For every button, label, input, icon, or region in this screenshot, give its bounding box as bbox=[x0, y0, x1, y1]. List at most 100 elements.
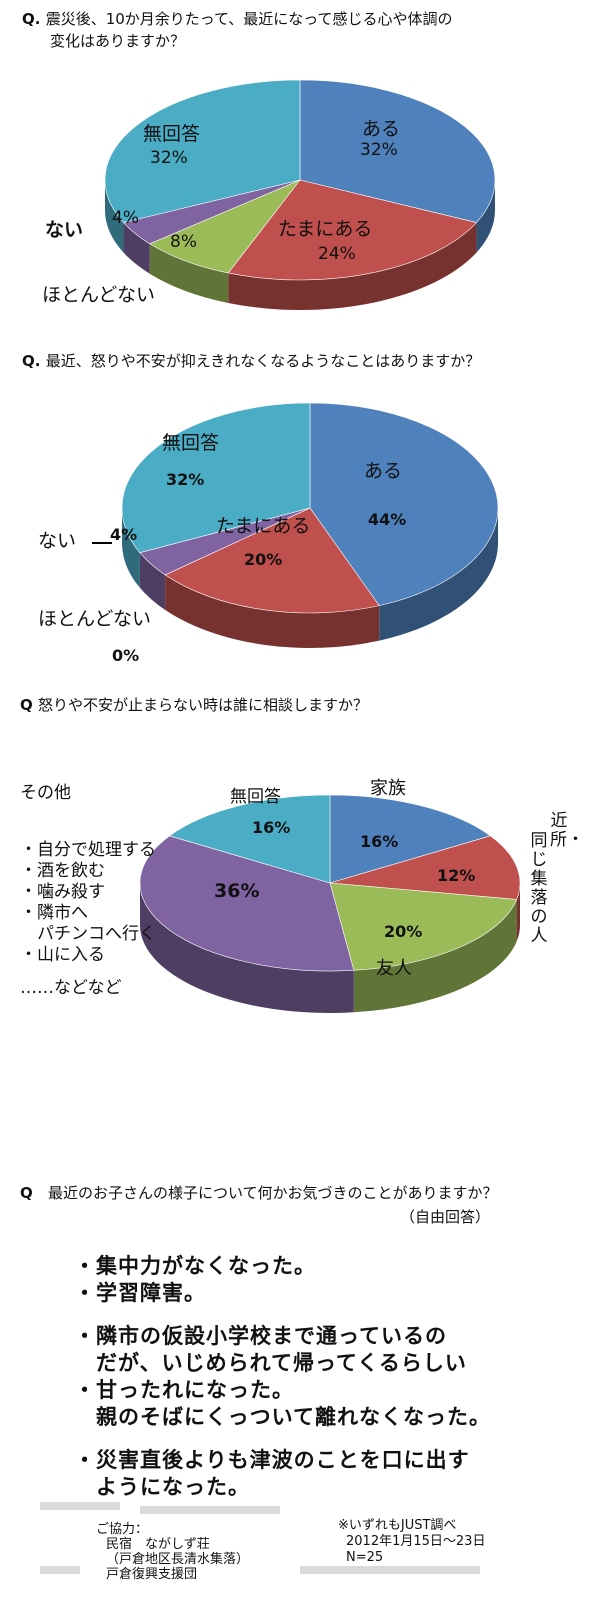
pie2-label-nai: ない bbox=[38, 530, 77, 552]
pie-side-2 bbox=[149, 243, 229, 303]
pie-side-3 bbox=[140, 883, 354, 1013]
survey-source: ※いずれもJUST調べ bbox=[338, 1518, 457, 1533]
q4-note: （自由回答） bbox=[400, 1208, 491, 1226]
pie3-pct-sonota: 36% bbox=[214, 880, 260, 902]
pie1-label-tamaniaru: たまにある bbox=[278, 218, 373, 240]
survey-date: 2012年1月15日～23日 bbox=[346, 1534, 486, 1549]
answer-line: ・災害直後よりも津波のことを口に出す bbox=[74, 1448, 470, 1472]
pie2-pct-hotondonai: 0% bbox=[112, 646, 140, 665]
pie3-pct-mukaito: 16% bbox=[252, 818, 291, 837]
other-item: ……などなど bbox=[20, 978, 122, 998]
pie-chart-3 bbox=[139, 794, 521, 1013]
coop-line: 民宿 ながしず荘 bbox=[106, 1537, 210, 1552]
q4-prefix: Q bbox=[20, 1184, 33, 1202]
survey-n: N=25 bbox=[346, 1550, 384, 1565]
answer-line: だが、いじめられて帰ってくるらしい bbox=[74, 1351, 467, 1375]
q3-prefix: Q bbox=[20, 696, 33, 714]
pie1-label-mukaito: 無回答 bbox=[143, 123, 201, 145]
coop-label: ご協力： bbox=[96, 1522, 149, 1537]
pie-slice-1 bbox=[329, 835, 521, 900]
pie3-pct-kazoku: 16% bbox=[360, 832, 399, 851]
q4-title-text: 最近のお子さんの様子について何かお気づきのことがありますか？ bbox=[48, 1184, 498, 1202]
pie-side-0 bbox=[476, 180, 495, 253]
pie1-label-aru: ある bbox=[362, 118, 401, 140]
survey-info: ※いずれもJUST調べ 2012年1月15日～23日 N=25 bbox=[338, 1518, 485, 1566]
pie3-label-mukaito: 無回答 bbox=[230, 787, 281, 807]
q4-title: Q 最近のお子さんの様子について何かお気づきのことがありますか？ bbox=[20, 1182, 498, 1204]
pie-slice-1 bbox=[164, 507, 380, 614]
pie-slice-4 bbox=[121, 402, 311, 554]
other-item: ・噛み殺す bbox=[20, 882, 105, 902]
pie1-pct-aru: 32% bbox=[360, 140, 398, 160]
q2-prefix: Q. bbox=[22, 352, 41, 370]
pie-slice-0 bbox=[299, 79, 496, 223]
pie-slice-0 bbox=[309, 402, 499, 606]
pie1-pct-nai: 4% bbox=[112, 208, 139, 228]
pie-side-3 bbox=[123, 222, 150, 274]
pie3-label-kinjo-col1: 近所・ bbox=[550, 811, 584, 850]
q1-title-line2: 変化はありますか？ bbox=[50, 32, 186, 50]
pie-chart-2 bbox=[92, 402, 499, 648]
other-answers-list: ・自分で処理する ・酒を飲む ・噛み殺す ・隣市へ パチンコへ行く ・山に入る … bbox=[20, 840, 156, 999]
answer-line bbox=[74, 1307, 491, 1323]
answer-line bbox=[74, 1431, 491, 1447]
answer-line: ・集中力がなくなった。 bbox=[74, 1254, 316, 1278]
other-item: ・隣市へ bbox=[20, 903, 88, 923]
answer-line: ・甘ったれになった。 bbox=[74, 1378, 294, 1402]
pie-slice-1 bbox=[227, 179, 478, 281]
faint-text-artifact bbox=[140, 1506, 280, 1514]
pie3-label-kazoku: 家族 bbox=[370, 778, 406, 799]
pie-slice-4 bbox=[104, 79, 301, 223]
other-item: ・酒を飲む bbox=[20, 861, 105, 881]
pie-chart-1 bbox=[104, 79, 496, 311]
q3-title: Q 怒りや不安が止まらない時は誰に相談しますか？ bbox=[20, 694, 368, 716]
q1-title-line1: 震災後、10か月余りたって、最近になって感じる心や体調の bbox=[45, 10, 453, 28]
pie1-label-nai: ない bbox=[45, 219, 84, 241]
pie1-label-hotondonai: ほとんどない bbox=[42, 284, 156, 306]
pie2-label-hotondonai: ほとんどない bbox=[38, 608, 152, 630]
pie2-label-mukaito: 無回答 bbox=[162, 432, 220, 454]
other-item: ・自分で処理する bbox=[20, 840, 156, 860]
pie-slice-3 bbox=[139, 835, 355, 972]
answer-line: 親のそばにくっついて離れなくなった。 bbox=[74, 1405, 491, 1429]
pie2-pct-aru: 44% bbox=[368, 510, 407, 529]
q2-title-text: 最近、怒りや不安が抑えきれなくなるようなことはありますか？ bbox=[45, 352, 481, 370]
pie1-pct-hotondonai: 8% bbox=[170, 232, 197, 252]
pie2-label-aru: ある bbox=[364, 460, 403, 482]
pie-side-2 bbox=[353, 899, 517, 1013]
answer-line: ・隣市の仮設小学校まで通っているの bbox=[74, 1324, 447, 1348]
other-item: パチンコへ行く bbox=[20, 924, 156, 944]
pie-side-3 bbox=[139, 552, 166, 610]
pie-side-1 bbox=[165, 574, 380, 648]
pie1-pct-mukaito: 32% bbox=[150, 148, 188, 168]
faint-text-artifact bbox=[40, 1566, 80, 1574]
faint-text-artifact bbox=[300, 1566, 480, 1574]
q4-answers: ・集中力がなくなった。 ・学習障害。 ・隣市の仮設小学校まで通っているの だが、… bbox=[74, 1253, 491, 1501]
pie-side-4 bbox=[122, 508, 140, 588]
pie-side-1 bbox=[228, 222, 477, 311]
pie2-pct-mukaito: 32% bbox=[166, 470, 205, 489]
pie1-pct-tamaniaru: 24% bbox=[318, 244, 356, 264]
pie3-label-sonota: その他 bbox=[20, 783, 71, 803]
pie-slice-0 bbox=[329, 794, 492, 884]
coop-line: 戸倉復興支援団 bbox=[106, 1567, 198, 1582]
faint-text-artifact bbox=[40, 1502, 120, 1510]
q1-title: Q. 震災後、10か月余りたって、最近になって感じる心や体調の 変化はありますか… bbox=[22, 8, 453, 52]
pie-slice-4 bbox=[168, 794, 331, 884]
pie3-pct-yujin: 20% bbox=[384, 922, 423, 941]
pie2-label-tamaniaru: たまにある bbox=[216, 515, 311, 537]
pie3-label-kinjo-col2: 同じ集落の人 bbox=[530, 831, 548, 946]
q3-title-text: 怒りや不安が止まらない時は誰に相談しますか？ bbox=[38, 696, 369, 714]
cooperation-block: ご協力： 民宿 ながしず荘 （戸倉地区長清水集落） 戸倉復興支援団 bbox=[96, 1522, 249, 1582]
pie2-pct-tamaniaru: 20% bbox=[244, 550, 283, 569]
answer-line: ・学習障害。 bbox=[74, 1281, 206, 1305]
q1-prefix: Q. bbox=[22, 10, 41, 28]
other-item: ・山に入る bbox=[20, 945, 105, 965]
pie3-label-yujin: 友人 bbox=[376, 958, 412, 979]
pie-side-0 bbox=[379, 508, 498, 641]
pie-slice-2 bbox=[149, 179, 301, 274]
coop-line: （戸倉地区長清水集落） bbox=[106, 1552, 250, 1567]
pie-slice-2 bbox=[329, 882, 518, 971]
pie-side-4 bbox=[105, 180, 124, 253]
pie2-pct-nai: 4% bbox=[110, 525, 138, 544]
